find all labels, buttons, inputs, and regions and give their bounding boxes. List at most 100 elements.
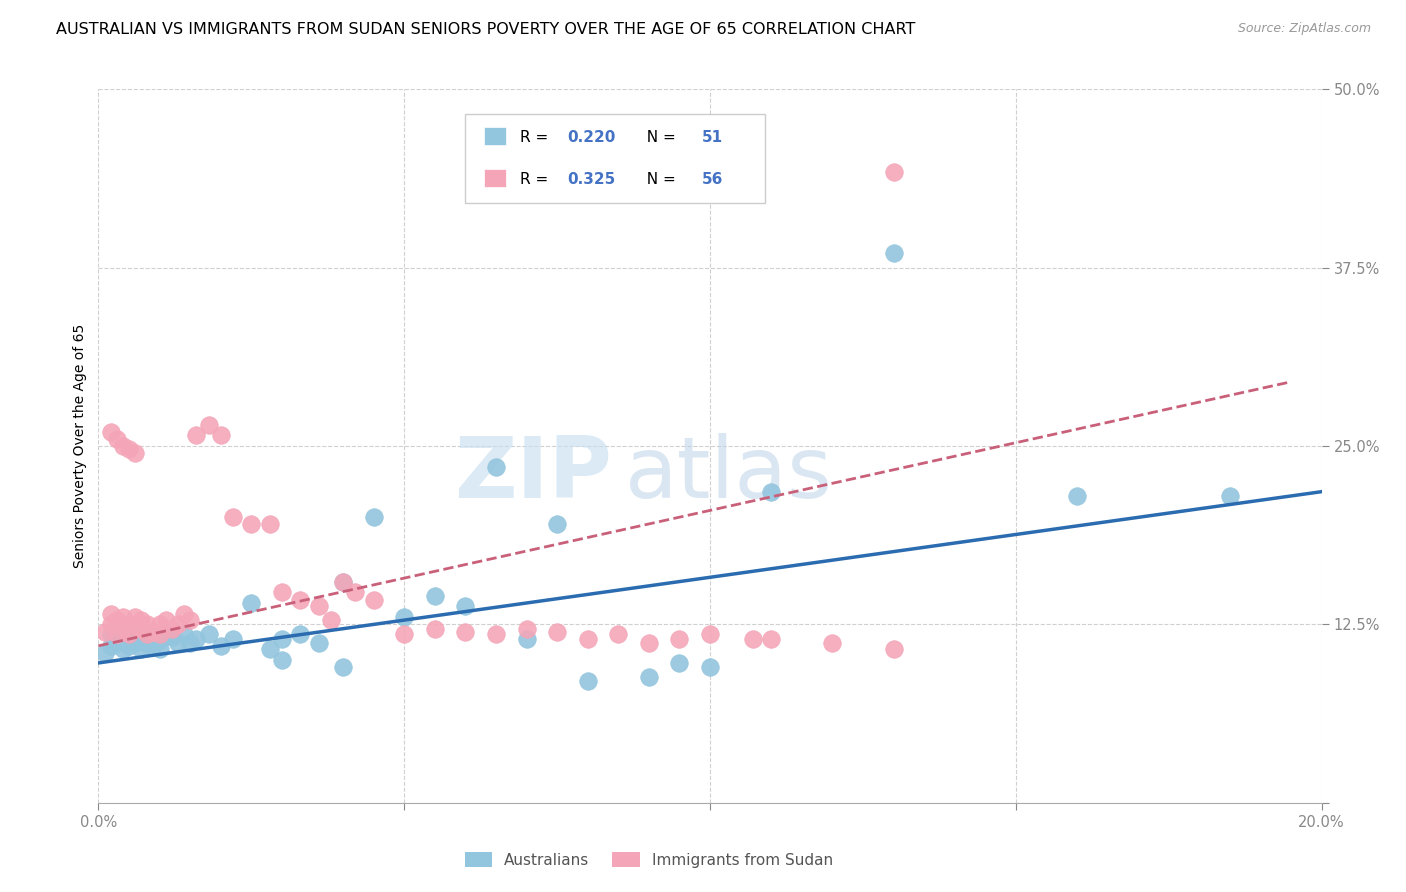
Point bbox=[576, 674, 599, 689]
Point bbox=[259, 517, 281, 532]
Point bbox=[222, 510, 245, 524]
Point bbox=[160, 622, 183, 636]
FancyBboxPatch shape bbox=[484, 169, 506, 187]
Point bbox=[142, 624, 165, 639]
Point bbox=[423, 622, 446, 636]
Point bbox=[759, 632, 782, 646]
Point bbox=[167, 636, 190, 650]
Point bbox=[883, 246, 905, 260]
Point bbox=[308, 599, 330, 613]
Point bbox=[105, 627, 128, 641]
Point bbox=[319, 613, 342, 627]
Point bbox=[149, 633, 172, 648]
Point bbox=[209, 427, 232, 442]
Point bbox=[197, 627, 219, 641]
Point bbox=[392, 610, 416, 624]
Point bbox=[118, 639, 141, 653]
Point bbox=[197, 417, 219, 432]
Point bbox=[100, 425, 122, 439]
Point bbox=[105, 613, 128, 627]
Point bbox=[546, 517, 568, 532]
Text: ZIP: ZIP bbox=[454, 433, 612, 516]
Point bbox=[136, 617, 159, 632]
Point bbox=[454, 599, 477, 613]
Point bbox=[332, 574, 354, 589]
Point bbox=[516, 622, 538, 636]
Point bbox=[240, 517, 263, 532]
Y-axis label: Seniors Poverty Over the Age of 65: Seniors Poverty Over the Age of 65 bbox=[73, 324, 87, 568]
Point bbox=[111, 632, 134, 646]
Point bbox=[105, 432, 128, 446]
Point bbox=[741, 632, 763, 646]
Point bbox=[160, 630, 183, 644]
Text: N =: N = bbox=[637, 130, 681, 145]
Point bbox=[485, 627, 508, 641]
Point bbox=[485, 460, 508, 475]
Text: R =: R = bbox=[520, 172, 554, 187]
Legend: Australians, Immigrants from Sudan: Australians, Immigrants from Sudan bbox=[458, 846, 839, 873]
Point bbox=[136, 636, 159, 650]
Point bbox=[363, 510, 385, 524]
Point bbox=[290, 593, 312, 607]
Point bbox=[516, 632, 538, 646]
Point bbox=[129, 622, 152, 636]
Point bbox=[270, 584, 292, 599]
Point bbox=[546, 624, 568, 639]
Point bbox=[93, 624, 115, 639]
Point bbox=[821, 636, 844, 650]
Point bbox=[576, 632, 599, 646]
Point bbox=[142, 630, 165, 644]
Point bbox=[240, 596, 263, 610]
Point bbox=[332, 660, 354, 674]
Point bbox=[105, 624, 128, 639]
Point bbox=[100, 617, 122, 632]
Point bbox=[100, 607, 122, 622]
Point bbox=[209, 639, 232, 653]
Point bbox=[270, 653, 292, 667]
Point bbox=[259, 641, 281, 656]
Point bbox=[136, 627, 159, 641]
Point bbox=[179, 613, 201, 627]
Point bbox=[118, 627, 141, 641]
Point bbox=[142, 639, 165, 653]
FancyBboxPatch shape bbox=[484, 127, 506, 145]
Point bbox=[308, 636, 330, 650]
Text: N =: N = bbox=[637, 172, 681, 187]
Point bbox=[392, 627, 416, 641]
Point bbox=[149, 641, 172, 656]
Point bbox=[173, 627, 195, 641]
Text: AUSTRALIAN VS IMMIGRANTS FROM SUDAN SENIORS POVERTY OVER THE AGE OF 65 CORRELATI: AUSTRALIAN VS IMMIGRANTS FROM SUDAN SENI… bbox=[56, 22, 915, 37]
Point bbox=[100, 639, 122, 653]
Point bbox=[93, 646, 115, 660]
Point bbox=[105, 636, 128, 650]
Point bbox=[883, 165, 905, 179]
Point bbox=[607, 627, 630, 641]
Point bbox=[668, 656, 690, 670]
Point bbox=[759, 484, 782, 499]
Point bbox=[118, 627, 141, 641]
Point bbox=[100, 627, 122, 641]
Point bbox=[454, 624, 477, 639]
Point bbox=[290, 627, 312, 641]
Point bbox=[124, 636, 146, 650]
Point bbox=[1066, 489, 1088, 503]
Point bbox=[118, 617, 141, 632]
Point bbox=[699, 660, 721, 674]
Point bbox=[149, 627, 172, 641]
Point bbox=[332, 574, 354, 589]
Point bbox=[699, 627, 721, 641]
Point bbox=[136, 627, 159, 641]
Text: 0.220: 0.220 bbox=[567, 130, 616, 145]
Text: 51: 51 bbox=[702, 130, 723, 145]
Point bbox=[423, 589, 446, 603]
Text: atlas: atlas bbox=[624, 433, 832, 516]
FancyBboxPatch shape bbox=[465, 114, 765, 203]
Point bbox=[186, 632, 208, 646]
Point bbox=[118, 442, 141, 456]
Point bbox=[186, 427, 208, 442]
Point bbox=[883, 641, 905, 656]
Point bbox=[173, 607, 195, 622]
Text: Source: ZipAtlas.com: Source: ZipAtlas.com bbox=[1237, 22, 1371, 36]
Point bbox=[270, 632, 292, 646]
Point bbox=[111, 610, 134, 624]
